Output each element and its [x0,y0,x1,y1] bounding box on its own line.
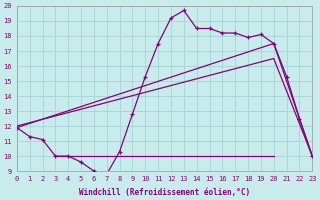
X-axis label: Windchill (Refroidissement éolien,°C): Windchill (Refroidissement éolien,°C) [79,188,250,197]
